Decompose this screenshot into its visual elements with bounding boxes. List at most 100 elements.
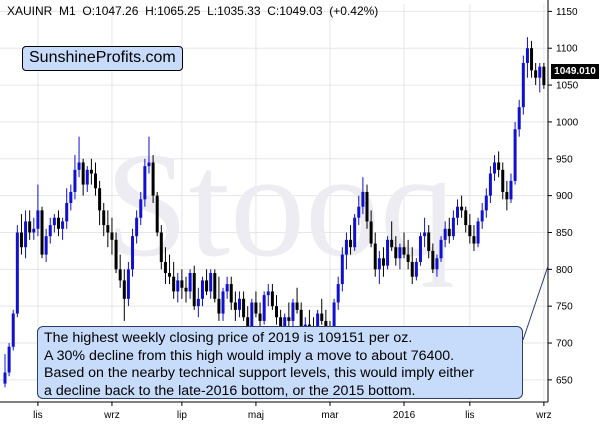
candle-body (349, 239, 353, 248)
x-tick-label: maj (248, 410, 264, 421)
candle-body (184, 287, 188, 292)
candle-body (394, 247, 398, 259)
candle-body (73, 169, 77, 192)
candle-body (200, 280, 204, 299)
candle-body (254, 302, 258, 314)
candle-body (19, 232, 23, 248)
candle-body (414, 261, 418, 277)
open-value: O:1047.26 (82, 4, 139, 18)
candle-body (525, 48, 529, 63)
watermark: Stooq (105, 122, 455, 288)
candle-body (192, 273, 196, 307)
candle-body (513, 129, 517, 181)
annotation-line: a decline back to the late-2016 bottom, … (44, 382, 416, 399)
candle-body (159, 232, 163, 262)
candle-body (205, 280, 209, 292)
candle-body (196, 298, 200, 307)
candle-body (320, 313, 324, 321)
candle-body (147, 162, 151, 167)
candle-body (110, 232, 114, 240)
interval: M1 (59, 4, 76, 18)
candle-body (369, 221, 373, 244)
candle-body (176, 280, 180, 292)
candle-body (530, 48, 534, 71)
candle-body (299, 309, 303, 332)
y-tick-label: 1100 (556, 44, 578, 55)
candle-body (98, 188, 102, 211)
candle-body (131, 236, 135, 270)
x-tick-label: wrz (535, 410, 552, 421)
candle-body (89, 169, 93, 174)
candle-body (270, 291, 274, 307)
candle-body (242, 298, 246, 318)
candle-body (172, 276, 176, 292)
y-tick-label: 1000 (556, 117, 579, 128)
candle-body (291, 302, 295, 321)
callout-pointer (522, 265, 549, 341)
candle-body (456, 206, 459, 218)
candle-body (126, 269, 130, 299)
y-tick-label: 1050 (556, 81, 579, 92)
candle-body (521, 62, 525, 108)
tick-labels: 650 700 750 800 850 900 950 1000 1050 1100 1150 lis… (33, 7, 579, 421)
candle-body (61, 221, 65, 229)
candle-body (139, 199, 143, 218)
candle-body (213, 273, 217, 299)
candle-body (32, 228, 36, 233)
candle-body (464, 210, 468, 226)
candle-body (143, 166, 147, 200)
candle-body (69, 191, 73, 203)
y-tick-label: 1150 (556, 7, 578, 18)
change-value: (+0.42%) (329, 4, 379, 18)
candle-body (122, 280, 126, 299)
annotation-line: Based on the nearby technical support le… (44, 365, 474, 382)
candle-body (233, 302, 237, 310)
candle-body (381, 258, 385, 266)
candle-body (250, 302, 254, 329)
candle-body (476, 221, 480, 244)
candle-body (44, 236, 48, 255)
candle-body (168, 273, 172, 277)
candle-body (353, 217, 357, 248)
candle-body (361, 191, 365, 207)
candle-body (36, 210, 40, 229)
candle-body (509, 180, 513, 200)
candle-body (402, 247, 406, 255)
candle-body (344, 239, 348, 255)
x-tick-label: wrz (103, 410, 120, 421)
candle-body (460, 206, 464, 211)
candle-body (484, 195, 488, 211)
candle-body (180, 280, 184, 288)
candle-body (85, 169, 89, 185)
candle-body (501, 169, 505, 192)
candle-body (114, 239, 118, 270)
candle-body (406, 254, 410, 262)
candle-body (332, 302, 336, 340)
candle-body (65, 203, 69, 222)
candle-body (365, 191, 369, 222)
candle-body (209, 273, 213, 292)
candle-body (447, 228, 451, 237)
candle-body (435, 258, 439, 270)
candle-body (221, 291, 225, 314)
candle-body (398, 247, 402, 259)
annotation-line: A 30% decline from this high would imply… (44, 347, 455, 364)
candle-body (40, 210, 44, 255)
candle-body (451, 217, 455, 237)
y-tick-label: 900 (556, 191, 573, 202)
close-value: C:1049.03 (267, 4, 323, 18)
candle-body (52, 217, 56, 226)
candle-body (443, 228, 447, 240)
candle-body (15, 232, 19, 314)
candle-body (287, 317, 291, 321)
candle-body (217, 298, 221, 314)
x-tick-label: lip (177, 410, 187, 421)
candle-body (423, 232, 427, 237)
candle-body (373, 243, 377, 270)
y-tick-label: 800 (556, 265, 573, 276)
candle-body (517, 107, 521, 130)
x-tick-label: lis (33, 410, 42, 421)
candle-body (497, 162, 501, 170)
brand-label[interactable]: SunshineProfits.com (22, 46, 183, 71)
candle-body (534, 70, 538, 78)
